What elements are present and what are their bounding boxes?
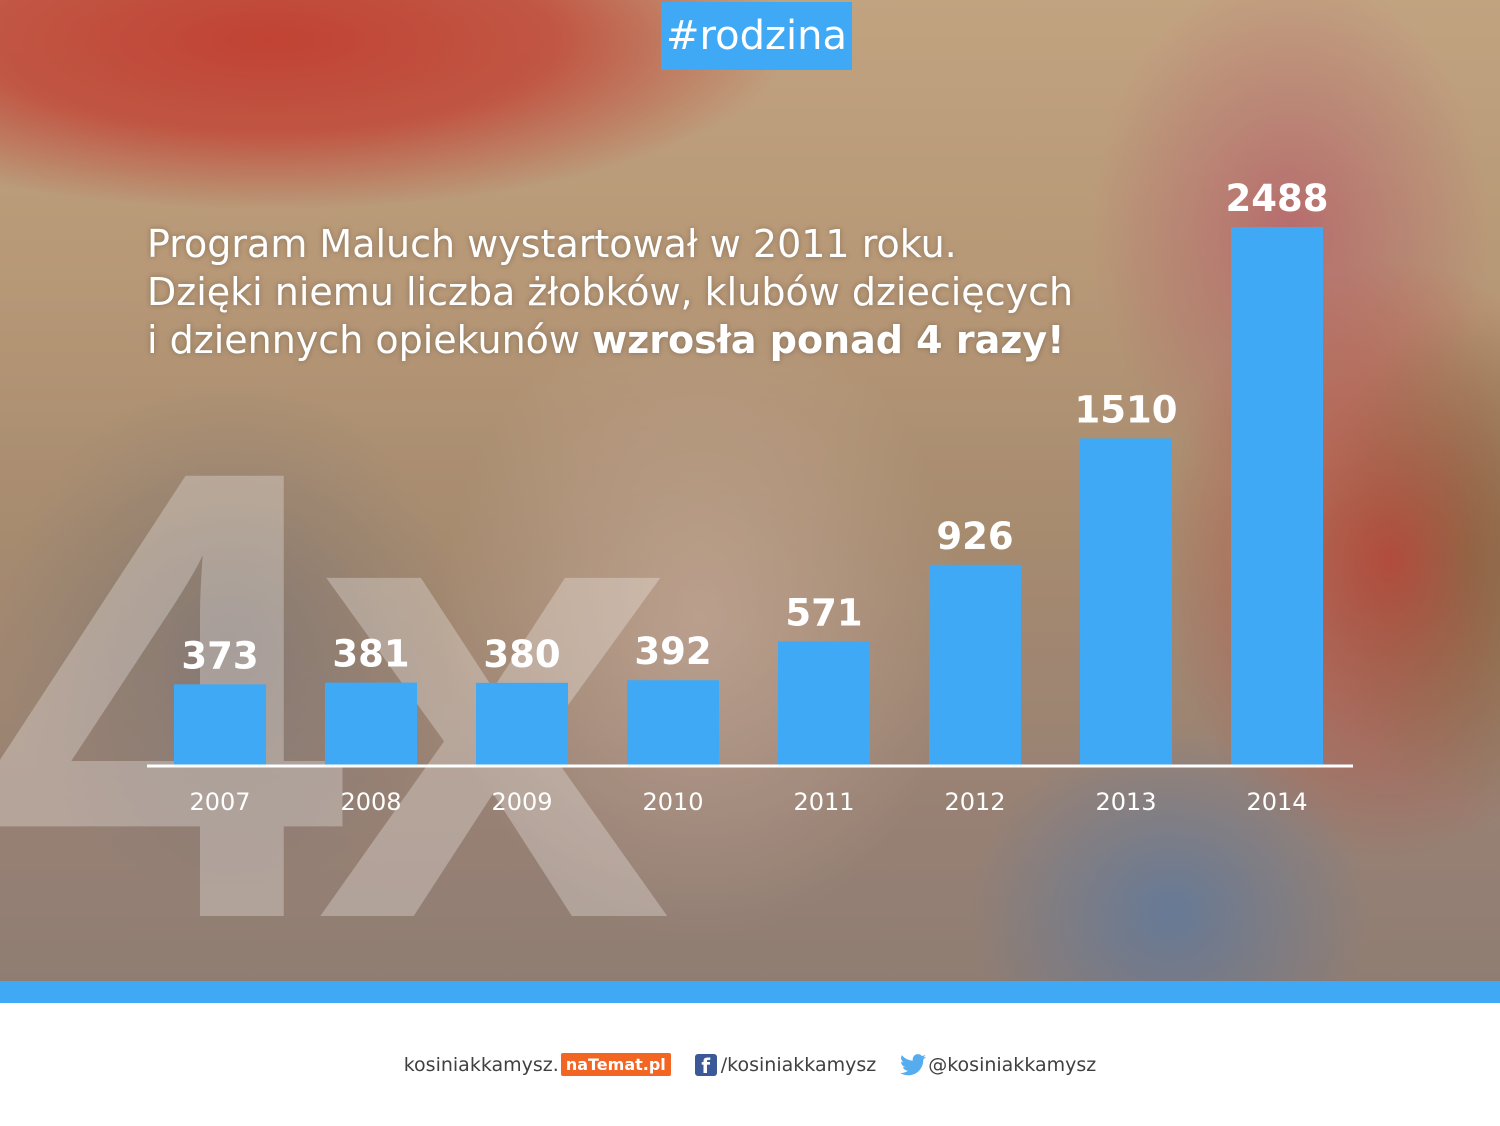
value-label-2010: 392 bbox=[634, 630, 711, 673]
headline-line-3: i dziennych opiekunów wzrosła ponad 4 ra… bbox=[147, 316, 1147, 364]
value-label-2014: 2488 bbox=[1226, 177, 1329, 220]
bar-2009 bbox=[476, 682, 568, 765]
value-label-2009: 380 bbox=[483, 633, 560, 676]
value-label-2011: 571 bbox=[785, 592, 862, 635]
value-label-2012: 926 bbox=[936, 515, 1013, 558]
bar-2013 bbox=[1080, 438, 1172, 765]
twitter-handle[interactable]: @kosiniakkamysz bbox=[928, 1053, 1097, 1076]
facebook-icon: f bbox=[694, 1053, 717, 1076]
bar-2007 bbox=[174, 684, 266, 765]
bar-2008 bbox=[325, 682, 417, 765]
bar-2011 bbox=[778, 641, 870, 765]
headline-line-3-regular: i dziennych opiekunów bbox=[147, 318, 593, 362]
tick-label-2007: 2007 bbox=[189, 788, 250, 816]
hashtag-badge: #rodzina bbox=[661, 2, 852, 70]
headline-line-2: Dzięki niemu liczba żłobków, klubów dzie… bbox=[147, 270, 1074, 314]
footer: kosiniakkamysz. naTemat.pl f /kosiniakkam… bbox=[0, 1003, 1500, 1126]
bar-2012 bbox=[929, 564, 1021, 765]
tick-label-2014: 2014 bbox=[1246, 788, 1307, 816]
tick-label-2012: 2012 bbox=[944, 788, 1005, 816]
natemat-logo: naTemat.pl bbox=[560, 1053, 671, 1076]
footer-site[interactable]: kosiniakkamysz. naTemat.pl bbox=[404, 1053, 671, 1076]
bar-chart: 373 2007 381 2008 380 2009 392 2010 571 2011 926 20… bbox=[174, 177, 1329, 816]
tick-label-2011: 2011 bbox=[793, 788, 854, 816]
twitter-icon bbox=[900, 1053, 927, 1075]
tick-label-2010: 2010 bbox=[642, 788, 703, 816]
tick-label-2009: 2009 bbox=[491, 788, 552, 816]
value-label-2013: 1510 bbox=[1075, 388, 1178, 431]
footer-twitter[interactable]: @kosiniakkamysz bbox=[900, 1054, 1096, 1076]
tick-label-2008: 2008 bbox=[340, 788, 401, 816]
value-label-2008: 381 bbox=[332, 633, 409, 676]
headline: Program Maluch wystartował w 2011 roku. … bbox=[147, 220, 1147, 364]
footer-facebook[interactable]: f /kosiniakkamysz bbox=[694, 1053, 877, 1076]
headline-highlight: wzrosła ponad 4 razy! bbox=[592, 318, 1065, 362]
blue-strip bbox=[0, 981, 1500, 1003]
bar-2010 bbox=[627, 680, 719, 765]
headline-line-1: Program Maluch wystartował w 2011 roku. bbox=[147, 222, 957, 266]
value-label-2007: 373 bbox=[181, 634, 258, 677]
watermark-4x: 4x bbox=[0, 337, 672, 982]
bar-2014 bbox=[1231, 227, 1323, 765]
facebook-handle[interactable]: /kosiniakkamysz bbox=[720, 1053, 877, 1076]
tick-label-2013: 2013 bbox=[1095, 788, 1156, 816]
site-link[interactable]: kosiniakkamysz. bbox=[403, 1053, 559, 1076]
